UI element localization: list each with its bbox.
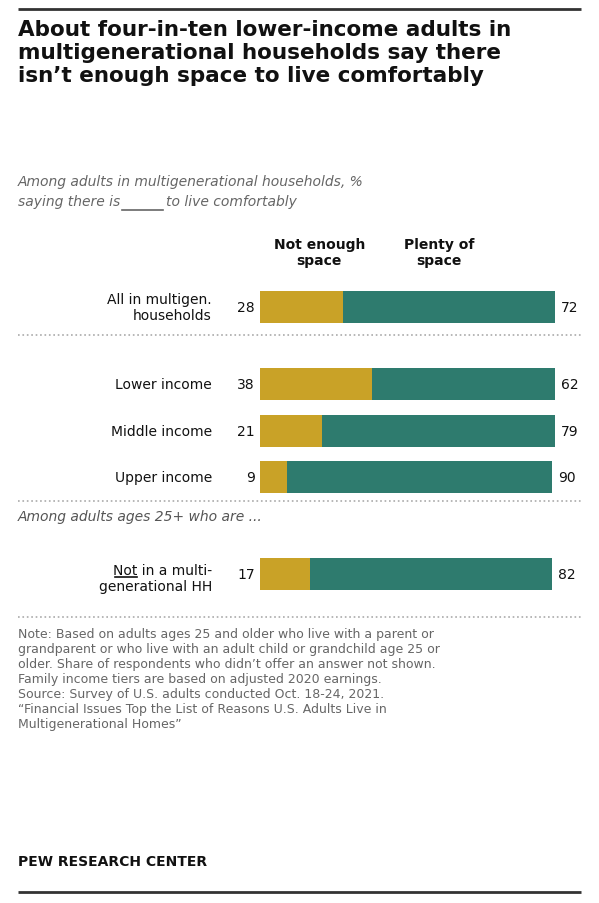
Text: 79: 79 xyxy=(561,424,579,439)
Bar xyxy=(260,292,343,323)
Text: 9: 9 xyxy=(246,470,255,485)
Bar xyxy=(310,558,552,591)
Text: 62: 62 xyxy=(561,377,579,392)
Text: 82: 82 xyxy=(558,567,576,582)
Text: Among adults in multigenerational households, %: Among adults in multigenerational househ… xyxy=(18,175,364,189)
Text: Among adults ages 25+ who are ...: Among adults ages 25+ who are ... xyxy=(18,509,263,524)
Text: 21: 21 xyxy=(237,424,255,439)
Text: All in multigen.
households: All in multigen. households xyxy=(107,293,212,322)
Text: 72: 72 xyxy=(561,301,579,314)
Bar xyxy=(322,415,555,448)
Text: Not in a multi-: Not in a multi- xyxy=(113,563,212,577)
Text: 17: 17 xyxy=(237,567,255,582)
Text: Upper income: Upper income xyxy=(115,470,212,485)
Text: Middle income: Middle income xyxy=(111,424,212,439)
Bar xyxy=(260,461,286,493)
Text: Plenty of
space: Plenty of space xyxy=(404,237,474,268)
Bar xyxy=(343,292,555,323)
Bar xyxy=(286,461,552,493)
Text: Lower income: Lower income xyxy=(115,377,212,392)
Text: PEW RESEARCH CENTER: PEW RESEARCH CENTER xyxy=(18,854,207,868)
Bar xyxy=(260,368,372,401)
Text: About four-in-ten lower-income adults in
multigenerational households say there
: About four-in-ten lower-income adults in… xyxy=(18,20,512,87)
Text: saying there is: saying there is xyxy=(18,195,120,209)
Text: to live comfortably: to live comfortably xyxy=(166,195,297,209)
Text: 38: 38 xyxy=(237,377,255,392)
Bar xyxy=(260,558,310,591)
Text: Note: Based on adults ages 25 and older who live with a parent or
grandparent or: Note: Based on adults ages 25 and older … xyxy=(18,628,440,731)
Text: 90: 90 xyxy=(558,470,576,485)
Text: generational HH: generational HH xyxy=(99,580,212,593)
Bar xyxy=(372,368,555,401)
Text: 28: 28 xyxy=(237,301,255,314)
Text: Not enough
space: Not enough space xyxy=(274,237,365,268)
Bar xyxy=(260,415,322,448)
